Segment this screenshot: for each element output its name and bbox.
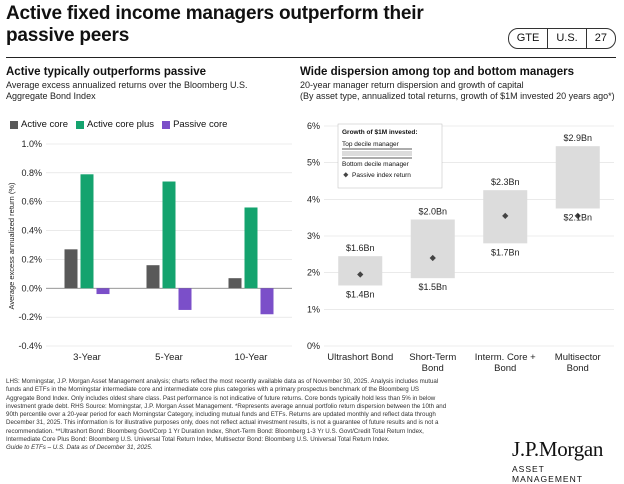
footnote-line: funds and ETFs in the Morningstar interm…: [6, 386, 420, 394]
footnote-line: Aggregate Bond Index. Only includes olde…: [6, 394, 436, 402]
y-tick-label: -0.2%: [18, 312, 42, 322]
y-tick-label: 0.0%: [21, 283, 42, 293]
range-chart: 0%1%2%3%4%5%6%Ultrashort Bond Short-TermB…: [307, 121, 614, 374]
badge-page-number: 27: [585, 28, 616, 49]
x-tick-label: Short-Term: [409, 352, 456, 363]
bottom-decile-label: $1.7Bn: [491, 247, 520, 257]
page-title: Active fixed income managers outperform …: [6, 3, 476, 47]
passive-index-marker: [357, 271, 364, 278]
title-line-2: passive peers: [6, 25, 130, 46]
left-subtitle-line-1: Average excess annualized returns over t…: [6, 80, 248, 90]
legend-swatch-active-core-plus: [76, 120, 84, 129]
x-tick-label: 10-Year: [235, 352, 268, 363]
bar-passive-core-10-year: [260, 288, 274, 315]
page-badges: GTE U.S. 27: [507, 28, 616, 49]
y-tick-label: 5%: [307, 158, 320, 168]
footnote-line: recommendation. **Ultrashort Bond: Bloom…: [6, 427, 424, 435]
legend-label-active-core: Active core: [21, 119, 68, 130]
x-tick-label: Bond: [494, 363, 516, 374]
right-subtitle-line-1: 20-year manager return dispersion and gr…: [300, 80, 524, 90]
bar-passive-core-3-year: [96, 288, 110, 295]
jpmorgan-logo: J.P.Morgan ASSET MANAGEMENT: [512, 437, 616, 484]
left-panel-subtitle: Average excess annualized returns over t…: [6, 80, 296, 102]
y-tick-label: 4%: [307, 194, 320, 204]
y-tick-label: 1%: [307, 304, 320, 314]
y-tick-label: 0%: [307, 341, 320, 351]
footnote-line: December 31, 2025. This information is f…: [6, 419, 439, 427]
legend-label-passive-core: Passive core: [173, 119, 228, 130]
range-chart-legend: Growth of $1M invested: Top decile manag…: [337, 123, 443, 189]
right-panel-subtitle: 20-year manager return dispersion and gr…: [300, 80, 620, 102]
y-tick-label: 6%: [307, 121, 320, 131]
footnote-line: LHS: Morningstar, J.P. Morgan Asset Mana…: [6, 378, 439, 385]
bar-passive-core-5-year: [178, 288, 192, 310]
left-subtitle-line-2: Aggregate Bond Index: [6, 91, 96, 101]
bar-active-core-10-year: [228, 278, 242, 289]
range-legend-top: Top decile manager: [342, 141, 400, 148]
range-legend-box-swatch: [342, 151, 412, 156]
y-tick-label: 2%: [307, 268, 320, 278]
bar-active-core-plus-3-year: [80, 174, 94, 289]
y-axis-label: Average excess annualized return (%): [7, 182, 16, 310]
x-tick-label: 5-Year: [155, 352, 183, 363]
footnote-line: Intermediate Core Plus Bond: Bloomberg U…: [6, 436, 390, 444]
right-panel-title: Wide dispersion among top and bottom man…: [300, 66, 575, 78]
top-decile-label: $2.3Bn: [491, 177, 520, 187]
y-tick-label: 0.4%: [21, 226, 42, 236]
top-decile-label: $2.0Bn: [418, 207, 447, 217]
bar-chart: -0.4% -0.2% 0.0% 0.2% 0.4% 0.6% 0.8% 1.0% 3-Year…: [7, 139, 292, 363]
bar-active-core-plus-10-year: [244, 207, 258, 289]
left-panel-title: Active typically outperforms passive: [6, 66, 207, 78]
bar-active-core-plus-5-year: [162, 181, 176, 289]
bottom-decile-label: $1.5Bn: [418, 282, 447, 292]
top-decile-label: $1.6Bn: [346, 243, 375, 253]
y-tick-label: 0.6%: [21, 197, 42, 207]
logo-brand: J.P.Morgan: [512, 437, 604, 461]
passive-index-marker: [429, 254, 436, 262]
legend-item-passive-core: Passive core: [162, 119, 227, 130]
footnote-line: investment grade debt. RHS Source: Morni…: [6, 402, 447, 410]
legend-swatch-active-core: [10, 120, 18, 129]
x-tick-label: Ultrashort Bond: [327, 352, 393, 363]
right-subtitle-line-2: (By asset type, annualized total returns…: [300, 91, 615, 101]
badge-gte: GTE: [507, 28, 549, 49]
x-tick-label: Bond: [422, 363, 444, 374]
range-legend-passive: Passive index return: [352, 172, 411, 179]
x-tick-label: Multisector: [555, 352, 601, 363]
x-tick-label: Interm. Core +: [475, 352, 536, 363]
legend-label-active-core-plus: Active core plus: [87, 119, 155, 130]
logo-sub: ASSET MANAGEMENT: [512, 464, 583, 484]
y-tick-label: -0.4%: [18, 341, 42, 351]
bar-active-core-3-year: [64, 249, 78, 289]
x-tick-label: Bond: [567, 363, 589, 374]
title-line-1: Active fixed income managers outperform …: [6, 3, 424, 24]
footnote: LHS: Morningstar, J.P. Morgan Asset Mana…: [6, 378, 496, 453]
dispersion-box: [338, 256, 383, 286]
y-tick-label: 0.8%: [21, 168, 42, 178]
bar-chart-legend: Active core Active core plus Passive cor…: [10, 119, 235, 130]
footnote-source: Guide to ETFs – U.S. Data as of December…: [6, 444, 153, 452]
footnote-line: 90th percentile over a 20-year period fo…: [6, 411, 436, 419]
legend-item-active-core-plus: Active core plus: [76, 119, 154, 130]
y-tick-label: 3%: [307, 231, 320, 241]
y-tick-label: 1.0%: [21, 139, 42, 149]
dispersion-box: [555, 146, 600, 209]
range-legend-bottom: Bottom decile manager: [342, 161, 410, 168]
bottom-decile-label: $2.1Bn: [563, 213, 592, 223]
range-legend-title: Growth of $1M invested:: [342, 129, 417, 136]
x-tick-label: 3-Year: [73, 352, 101, 363]
legend-item-active-core: Active core: [10, 119, 68, 130]
bar-active-core-5-year: [146, 265, 160, 289]
dispersion-box: [410, 219, 455, 279]
range-legend-diamond-icon: [343, 172, 349, 178]
top-decile-label: $2.9Bn: [563, 133, 592, 143]
header-rule: [6, 57, 616, 58]
bottom-decile-label: $1.4Bn: [346, 290, 375, 300]
badge-region: U.S.: [547, 28, 587, 49]
y-tick-label: 0.2%: [21, 254, 42, 264]
legend-swatch-passive-core: [162, 120, 171, 129]
